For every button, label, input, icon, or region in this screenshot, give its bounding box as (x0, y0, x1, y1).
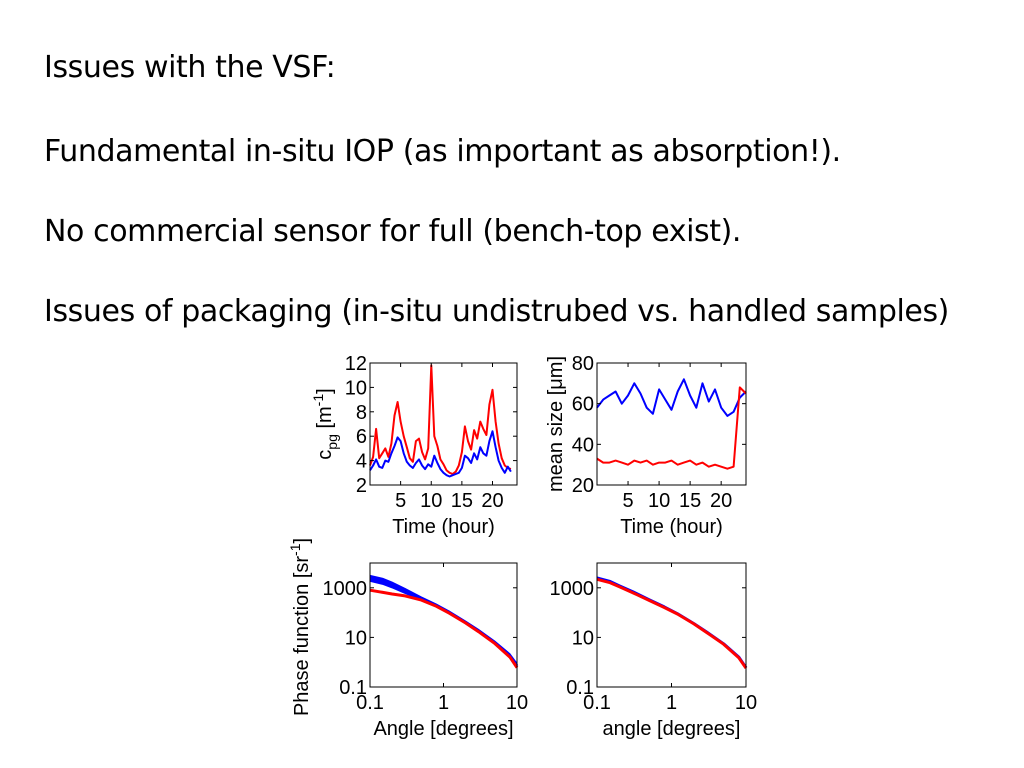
y-tick-label: 4 (356, 451, 367, 473)
y-tick-label: 1000 (323, 578, 368, 600)
x-tick-label: 20 (481, 490, 503, 512)
series-line-red (369, 588, 519, 669)
bullet-no-commercial-sensor: No commercial sensor for full (bench-top… (44, 214, 742, 249)
y-tick-label: 1000 (550, 578, 595, 600)
axes-frame (369, 362, 518, 486)
series-band-blue (369, 574, 518, 668)
x-tick-label: 10 (735, 692, 757, 714)
x-tick-label: 10 (420, 490, 442, 512)
y-tick-label: 12 (345, 353, 367, 375)
y-tick-label: 40 (572, 434, 594, 456)
x-tick-label: 10 (648, 490, 670, 512)
x-tick-label: 0.1 (583, 692, 611, 714)
y-tick-label: 6 (356, 426, 367, 448)
y-tick-label: 80 (572, 353, 594, 375)
x-tick-label: 15 (679, 490, 701, 512)
bullet-packaging: Issues of packaging (in-situ undistrubed… (44, 294, 949, 329)
axes-frame (596, 362, 747, 486)
x-tick-label: 20 (710, 490, 732, 512)
series-line-blue (596, 576, 748, 669)
series-line-red (596, 577, 748, 669)
x-tick-label: 15 (451, 490, 473, 512)
x-axis-label: Angle [degrees] (373, 718, 513, 740)
x-axis-label: Time (hour) (392, 516, 495, 538)
x-tick-label: 0.1 (356, 692, 384, 714)
y-tick-label: 8 (356, 402, 367, 424)
y-tick-label: 10 (572, 627, 594, 649)
y-tick-label: 60 (572, 394, 594, 416)
x-axis-label: angle [degrees] (603, 718, 741, 740)
y-tick-label: 10 (345, 377, 367, 399)
y-axis-label-phase-function: Phase function [sr-1] (287, 538, 313, 716)
x-tick-label: 1 (666, 692, 677, 714)
y-tick-label: 0.1 (339, 677, 367, 699)
slide-heading: Issues with the VSF: (44, 50, 336, 85)
series-line-blue (596, 378, 747, 417)
y-tick-label: 2 (356, 475, 367, 497)
y-axis-label-mean-size: mean size [μm] (545, 356, 567, 492)
mean-size-time-chart: 5 10 15 20 20 40 60 80 Time (hour) (572, 353, 747, 538)
series-line-red (369, 364, 512, 475)
y-tick-label: 20 (572, 475, 594, 497)
x-tick-label: 10 (506, 692, 528, 714)
y-axis-label-cpg: cpg [m-1] (310, 388, 340, 459)
x-tick-label: 5 (395, 490, 406, 512)
bullet-fundamental-iop: Fundamental in-situ IOP (as important as… (44, 134, 841, 169)
y-tick-label: 0.1 (566, 677, 594, 699)
series-line-red (596, 386, 747, 470)
x-tick-label: 1 (438, 692, 449, 714)
x-axis-label: Time (hour) (620, 516, 723, 538)
phase-function-chart-left: 0.1 1 10 0.1 10 1000 Angle [degrees] (323, 562, 528, 740)
series-line-blue (369, 430, 512, 478)
axes-frame (596, 562, 747, 688)
phase-function-chart-right: 0.1 1 10 0.1 10 1000 angle [degrees] (550, 562, 757, 740)
y-tick-label: 10 (345, 627, 367, 649)
x-tick-label: 5 (622, 490, 633, 512)
